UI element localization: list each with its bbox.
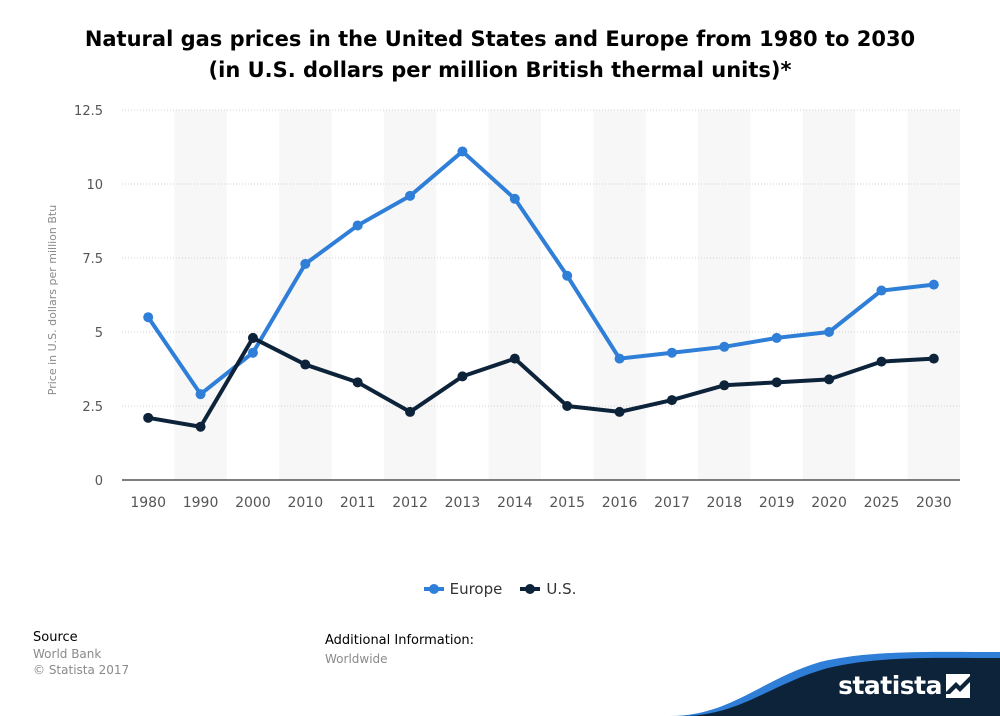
x-tick-label: 2018 (706, 495, 742, 511)
band-2020 (802, 110, 856, 480)
data-point-us-2012[interactable] (405, 406, 416, 417)
data-point-europe-1990[interactable] (195, 389, 206, 400)
data-point-europe-2015[interactable] (562, 270, 573, 281)
x-tick-label: 2019 (759, 495, 795, 511)
x-tick-label: 2011 (340, 495, 376, 511)
chart-title-line-2: (in U.S. dollars per million British the… (208, 58, 792, 82)
band-1990 (174, 110, 227, 480)
data-point-europe-2014[interactable] (509, 193, 520, 204)
series-line-europe (146, 149, 936, 397)
band-2014 (488, 110, 541, 480)
x-tick-label: 2025 (864, 495, 900, 511)
data-point-europe-2018[interactable] (719, 341, 730, 352)
y-tick-label: 7.5 (82, 252, 103, 267)
series-us (143, 332, 939, 432)
x-tick-label: 2015 (549, 495, 585, 511)
data-point-europe-2017[interactable] (666, 347, 677, 358)
y-axis-label: Price in U.S. dollars per million Btu (46, 205, 59, 395)
x-tick-label: 2016 (602, 495, 638, 511)
data-point-europe-2019[interactable] (771, 332, 782, 343)
band-2012 (383, 110, 437, 480)
x-axis-ticks: 1980 1990 2000 2010 2011 2012 2013 2014 2015 2016… (130, 495, 951, 511)
band-2016 (593, 110, 646, 480)
data-point-us-1990[interactable] (195, 421, 206, 432)
x-tick-label: 1990 (183, 495, 219, 511)
legend-swatch-us (520, 584, 541, 594)
copyright-text: © Statista 2017 (33, 663, 130, 677)
data-point-us-2000[interactable] (247, 332, 258, 343)
brand-wave-icon (670, 651, 1000, 716)
y-axis-ticks: 0 2.5 5 7.5 10 12.5 (74, 104, 103, 489)
x-tick-label: 1980 (130, 495, 166, 511)
data-point-us-2011[interactable] (352, 377, 363, 388)
series-line-us (146, 335, 936, 429)
y-tick-label: 5 (95, 326, 103, 341)
x-tick-label: 2012 (392, 495, 428, 511)
data-point-us-2017[interactable] (666, 395, 677, 406)
chart-title-line-1: Natural gas prices in the United States … (84, 27, 916, 51)
data-point-europe-1980[interactable] (143, 312, 154, 323)
legend-swatch-europe (423, 584, 444, 594)
x-tick-label: 2010 (287, 495, 323, 511)
data-point-europe-2020[interactable] (824, 327, 835, 337)
data-point-europe-2011[interactable] (352, 220, 363, 231)
additional-info-label: Additional Information: (325, 633, 475, 648)
legend-label-europe: Europe (449, 580, 503, 598)
band-2018 (698, 110, 751, 480)
y-tick-label: 10 (86, 178, 103, 193)
series-group (143, 146, 939, 432)
x-tick-label: 2013 (445, 495, 481, 511)
data-point-europe-2030[interactable] (928, 279, 939, 290)
background-bands (174, 110, 960, 480)
data-point-us-2014[interactable] (509, 353, 520, 364)
data-point-us-2019[interactable] (771, 377, 782, 388)
y-tick-label: 12.5 (74, 104, 103, 119)
brand-logo-text: statista (838, 671, 942, 700)
series-europe (143, 146, 939, 400)
source-label: Source (33, 630, 78, 645)
line-chart: 0 2.5 5 7.5 10 12.5 1980 1990 2000 2010 2011 2012 2… (46, 104, 960, 511)
data-point-europe-2016[interactable] (614, 353, 625, 364)
data-point-europe-2012[interactable] (405, 190, 416, 201)
band-2030 (907, 110, 960, 480)
x-tick-label: 2014 (497, 495, 533, 511)
data-point-europe-2000[interactable] (247, 347, 258, 358)
y-tick-label: 2.5 (82, 400, 103, 415)
legend-item-us[interactable]: U.S. (520, 580, 576, 598)
data-point-us-1980[interactable] (143, 412, 154, 423)
data-point-us-2010[interactable] (300, 359, 311, 370)
data-point-us-2015[interactable] (562, 401, 573, 411)
source-value[interactable]: World Bank (33, 647, 102, 661)
chart-title: Natural gas prices in the United States … (0, 24, 1000, 86)
statista-logo-icon (946, 674, 970, 698)
x-tick-label: 2020 (811, 495, 847, 511)
gridlines (122, 109, 960, 481)
source-block: Source World Bank © Statista 2017 (33, 630, 129, 678)
data-point-us-2025[interactable] (876, 356, 887, 367)
data-point-europe-2025[interactable] (876, 285, 887, 296)
data-point-us-2020[interactable] (824, 374, 835, 385)
data-point-us-2013[interactable] (457, 371, 468, 382)
legend-label-us: U.S. (546, 580, 577, 598)
x-tick-label: 2000 (235, 495, 271, 511)
data-point-us-2030[interactable] (928, 353, 939, 364)
legend: Europe U.S. (0, 580, 1000, 598)
data-point-europe-2010[interactable] (300, 258, 311, 269)
additional-info-block: Additional Information: Worldwide (325, 632, 474, 668)
legend-item-europe[interactable]: Europe (423, 580, 503, 598)
x-tick-label: 2017 (654, 495, 690, 511)
y-tick-label: 0 (95, 474, 103, 489)
x-tick-label: 2030 (916, 495, 952, 511)
data-point-us-2018[interactable] (719, 380, 730, 391)
data-point-europe-2013[interactable] (457, 146, 468, 157)
statista-brand[interactable]: statista (670, 650, 1000, 716)
additional-info-value: Worldwide (325, 652, 388, 666)
data-point-us-2016[interactable] (614, 406, 625, 417)
